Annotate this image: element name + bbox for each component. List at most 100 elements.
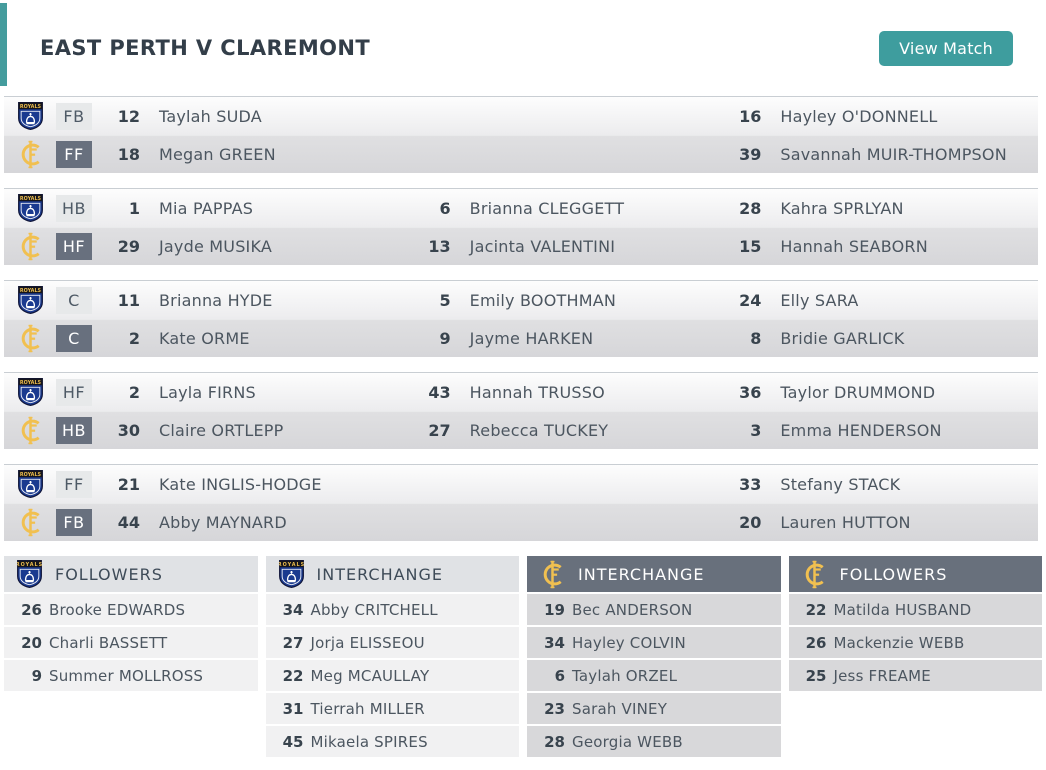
player-name: Bridie GARLICK [780,328,905,348]
claremont-logo-icon [4,324,56,353]
player-number: 19 [544,600,565,619]
svg-text:ROYALS: ROYALS [19,288,41,294]
player-name: Emma HENDERSON [780,420,942,440]
claremont-line-row: FF 18 Megan GREEN 39 Savannah MUIR-THOMPSO… [4,135,1038,173]
player-name: Megan GREEN [159,144,276,164]
player-cell: 3 Emma HENDERSON [727,421,1038,440]
claremont-logo-icon [4,232,56,261]
bench-player-row: 31 Tierrah MILLER [265,693,519,724]
player-name: Kate ORME [159,328,250,348]
panel-header: FOLLOWERS [788,556,1042,592]
position-badge: HF [56,378,92,406]
panel-title: INTERCHANGE [316,564,444,584]
east-perth-interchange-panel: ROYALS INTERCHANGE 34 Abby CRITCHELL 27 Jo… [265,556,519,757]
player-cell: 2 Layla FIRNS [106,383,417,402]
player-cell: 1 Mia PAPPAS [106,199,417,218]
player-name: Stefany STACK [780,474,901,494]
player-number: 28 [739,198,762,218]
east-perth-logo-icon: ROYALS [4,378,56,406]
player-number: 43 [428,382,451,402]
player-name: Jorja ELISSEOU [310,633,425,652]
claremont-logo-icon [540,560,565,589]
east-perth-logo-icon: ROYALS [17,560,42,588]
player-name: Bec ANDERSON [572,600,693,619]
player-cell: 6 Brianna CLEGGETT [417,199,728,218]
player-number: 31 [282,699,304,718]
match-header: EAST PERTH V CLAREMONT View Match [0,0,1046,88]
player-name: Mackenzie WEBB [833,633,965,652]
player-name: Sarah VINEY [572,699,668,718]
player-name: Mikaela SPIRES [310,732,428,751]
player-number: 30 [117,420,140,440]
player-cell: 27 Rebecca TUCKEY [417,421,728,440]
player-number: 25 [805,666,827,685]
panel-title: FOLLOWERS [839,564,948,584]
claremont-logo-icon [4,140,56,169]
player-name: Brianna CLEGGETT [469,198,625,218]
position-badge: FB [56,102,92,130]
player-name: Jacinta VALENTINI [469,236,616,256]
player-cell: 28 Kahra SPRLYAN [727,199,1038,218]
player-cell: 39 Savannah MUIR-THOMPSON [727,145,1038,164]
view-match-button[interactable]: View Match [879,31,1013,66]
bench-player-row: 34 Abby CRITCHELL [265,594,519,625]
player-cell: 24 Elly SARA [727,291,1038,310]
player-cell: 30 Claire ORTLEPP [106,421,417,440]
bench-player-row: 20 Charli BASSETT [4,627,258,658]
svg-text:ROYALS: ROYALS [279,562,304,568]
player-number: 15 [739,236,762,256]
claremont-line-row: FB 44 Abby MAYNARD 20 Lauren HUTTON [4,503,1038,541]
player-number: 36 [739,382,762,402]
player-name: Hayley COLVIN [572,633,686,652]
player-cell: 36 Taylor DRUMMOND [727,383,1038,402]
claremont-interchange-panel: INTERCHANGE 19 Bec ANDERSON 34 Hayley COLV… [527,556,781,757]
east-perth-followers-panel: ROYALS FOLLOWERS 26 Brooke EDWARDS 20 Char… [4,556,258,757]
bench-player-row: 27 Jorja ELISSEOU [265,627,519,658]
player-name: Summer MOLLROSS [49,666,204,685]
player-number: 39 [739,144,762,164]
player-number: 27 [428,420,451,440]
player-cell: 9 Jayme HARKEN [417,329,728,348]
player-name: Elly SARA [780,290,859,310]
claremont-followers-panel: FOLLOWERS 22 Matilda HUSBAND 26 Mackenzie … [788,556,1042,757]
player-name: Claire ORTLEPP [159,420,284,440]
player-name: Georgia WEBB [572,732,683,751]
bench-player-row: 22 Matilda HUSBAND [788,594,1042,625]
bench-player-row: 22 Meg MCAULLAY [265,660,519,691]
east-perth-logo-icon: ROYALS [4,102,56,130]
panel-header: INTERCHANGE [527,556,781,592]
player-number: 9 [439,328,451,348]
east-perth-line-row: ROYALS FB 12 Taylah SUDA 16 Hayley O'DONNE… [4,97,1038,135]
page-title: EAST PERTH V CLAREMONT [40,36,371,60]
player-number: 18 [117,144,140,164]
player-name: Hannah TRUSSO [469,382,605,402]
player-number: 29 [117,236,140,256]
player-name: Mia PAPPAS [159,198,254,218]
player-name: Lauren HUTTON [780,512,911,532]
player-number: 1 [128,198,140,218]
player-number: 26 [21,600,42,619]
player-name: Emily BOOTHMAN [469,290,617,310]
player-number: 26 [805,633,827,652]
player-name: Brooke EDWARDS [49,600,186,619]
position-badge: HB [56,416,92,444]
player-cell: 29 Jayde MUSIKA [106,237,417,256]
svg-text:ROYALS: ROYALS [19,380,41,386]
bench-player-row: 45 Mikaela SPIRES [265,726,519,757]
player-number: 23 [544,699,565,718]
lineup-lines: ROYALS FB 12 Taylah SUDA 16 Hayley O'DONNE… [4,96,1038,541]
east-perth-line-row: ROYALS FF 21 Kate INGLIS-HODGE 33 Stefany … [4,465,1038,503]
player-number: 34 [282,600,304,619]
player-number: 20 [21,633,42,652]
player-number: 24 [739,290,762,310]
player-number: 2 [128,382,140,402]
player-name: Taylor DRUMMOND [780,382,936,402]
player-name: Savannah MUIR-THOMPSON [780,144,1007,164]
position-badge: C [56,286,92,314]
east-perth-logo-icon: ROYALS [4,286,56,314]
panel-title: FOLLOWERS [55,564,163,584]
player-cell: 44 Abby MAYNARD [106,513,417,532]
player-number: 6 [554,666,565,685]
player-number: 5 [439,290,451,310]
claremont-logo-icon [4,508,56,537]
